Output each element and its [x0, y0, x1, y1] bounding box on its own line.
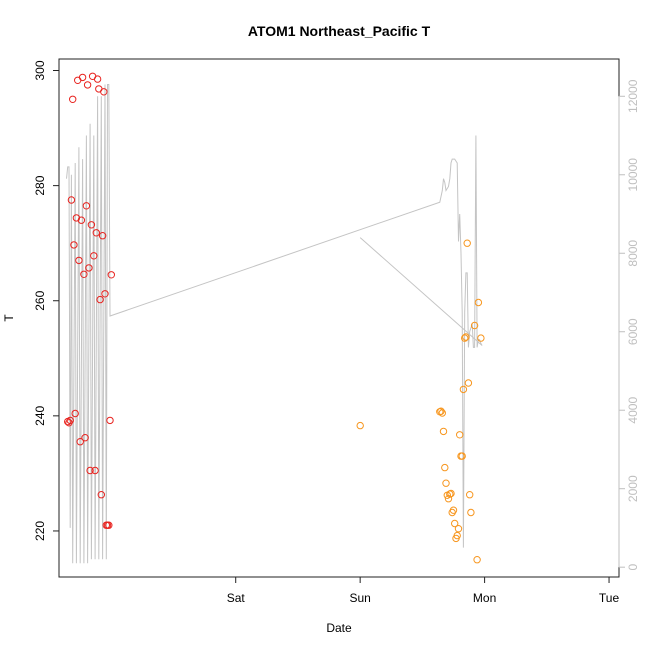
data-point-orange [439, 427, 448, 436]
data-point-red [67, 196, 76, 204]
data-point-red [82, 202, 91, 210]
data-point-orange [453, 531, 461, 540]
data-point-orange [451, 519, 459, 528]
data-point-red [86, 466, 94, 475]
data-point-orange [473, 556, 481, 564]
data-point-red [76, 438, 84, 446]
data-point-red [75, 256, 83, 265]
y-tick-label: 300 [33, 60, 47, 80]
x-axis-label: Date [326, 621, 352, 635]
plot-frame [58, 58, 620, 578]
y2-tick-label: 0 [626, 564, 640, 571]
x-tick-label: Tue [599, 591, 620, 605]
y2-tick-label: 12000 [626, 79, 640, 113]
data-point-red [98, 232, 107, 240]
x-tick-label: Sat [227, 591, 246, 605]
x-tick-label: Sun [349, 591, 370, 605]
data-point-red [101, 290, 109, 298]
data-point-orange [441, 463, 449, 472]
data-point-red [71, 409, 79, 418]
line-series [66, 84, 483, 564]
y2-tick-label: 2000 [626, 475, 640, 502]
y-tick-label: 240 [33, 406, 47, 426]
data-point-red [81, 434, 89, 442]
x-tick-label: Mon [473, 591, 496, 605]
data-point-orange [474, 298, 483, 307]
data-point-red [96, 295, 104, 304]
points-layer [64, 72, 485, 564]
data-point-orange [449, 506, 458, 514]
data-point-orange [470, 321, 479, 330]
data-point-red [92, 229, 101, 237]
data-point-orange [464, 379, 473, 387]
data-point-orange [438, 409, 446, 417]
axes-layer: 220 240 260 280 300 0 2000 4000 6000 8000 10000 120… [33, 60, 640, 605]
data-point-red [87, 221, 96, 229]
data-point-red [97, 491, 106, 499]
y2-tick-label: 4000 [626, 397, 640, 424]
chart-title: ATOM1 Northeast_Pacific T [248, 23, 431, 39]
data-point-red [91, 466, 99, 475]
data-point-red [83, 81, 92, 89]
data-point-orange [447, 489, 455, 498]
data-point-orange [442, 479, 450, 487]
data-point-red [107, 271, 116, 279]
data-point-orange [462, 333, 470, 341]
y-axis-label: T [2, 314, 16, 322]
data-point-orange [459, 385, 468, 394]
y2-tick-label: 6000 [626, 318, 640, 345]
data-point-red [106, 416, 114, 425]
y-tick-label: 260 [33, 290, 47, 310]
data-point-red [80, 270, 88, 278]
data-point-red [85, 264, 93, 272]
data-point-red [105, 521, 113, 529]
y2-tick-label: 10000 [626, 158, 640, 192]
data-point-orange [458, 452, 466, 460]
y-tick-label: 280 [33, 175, 47, 195]
data-point-red [70, 241, 78, 249]
data-point-orange [477, 334, 485, 342]
data-point-orange [356, 421, 364, 430]
data-point-red [93, 75, 102, 83]
data-point-orange [454, 525, 463, 533]
data-point-orange [437, 407, 445, 415]
y-tick-label: 220 [33, 521, 47, 541]
y2-tick-label: 8000 [626, 240, 640, 267]
data-point-orange [466, 491, 474, 499]
data-point-red [69, 95, 77, 104]
data-point-red [100, 88, 108, 96]
data-point-orange [467, 508, 475, 517]
data-point-red [90, 252, 98, 260]
data-point-red [66, 416, 74, 425]
data-point-red [78, 73, 87, 82]
line-series-path [66, 84, 483, 564]
data-point-orange [463, 239, 471, 247]
data-point-orange [461, 334, 469, 342]
data-point-orange [456, 431, 464, 439]
data-point-red [77, 216, 86, 224]
